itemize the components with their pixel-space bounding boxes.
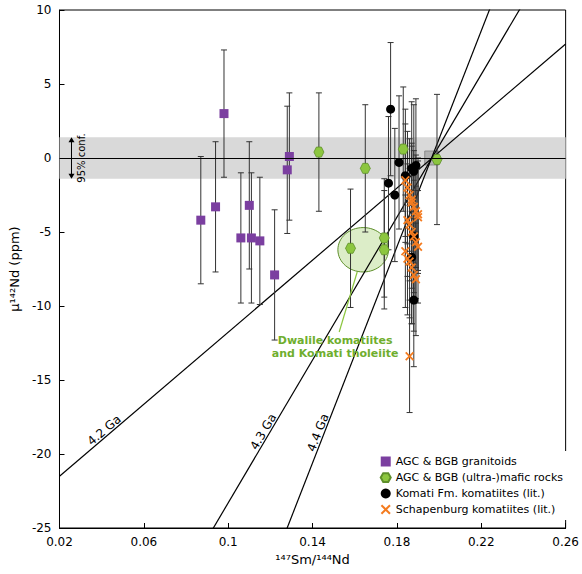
svg-text:0.26: 0.26 [552, 535, 579, 549]
svg-text:-15: -15 [32, 373, 52, 387]
svg-text:-5: -5 [40, 225, 52, 239]
svg-text:Schapenburg komatiites (lit.): Schapenburg komatiites (lit.) [396, 503, 556, 516]
svg-text:-25: -25 [32, 521, 52, 535]
svg-text:AGC & BGB (ultra-)mafic rocks: AGC & BGB (ultra-)mafic rocks [396, 471, 564, 484]
svg-text:0.1: 0.1 [219, 535, 238, 549]
svg-text:95% conf.: 95% conf. [76, 133, 87, 182]
svg-text:0.18: 0.18 [384, 535, 411, 549]
svg-text:0.06: 0.06 [130, 535, 157, 549]
svg-text:4.4 Ga: 4.4 Ga [304, 412, 331, 454]
svg-text:4.2 Ga: 4.2 Ga [85, 412, 124, 448]
svg-text:0.22: 0.22 [468, 535, 495, 549]
svg-text:0.02: 0.02 [46, 535, 73, 549]
svg-text:and Komati tholeiite: and Komati tholeiite [272, 347, 399, 360]
svg-text:AGC & BGB granitoids: AGC & BGB granitoids [396, 455, 517, 468]
svg-text:4.3 Ga: 4.3 Ga [247, 411, 279, 452]
svg-text:10: 10 [36, 3, 51, 17]
svg-text:5: 5 [44, 77, 52, 91]
svg-text:¹⁴⁷Sm/¹⁴⁴Nd: ¹⁴⁷Sm/¹⁴⁴Nd [275, 552, 350, 567]
svg-text:-10: -10 [32, 299, 52, 313]
svg-text:-20: -20 [32, 447, 52, 461]
svg-text:Komati Fm. komatiites (lit.): Komati Fm. komatiites (lit.) [396, 487, 545, 500]
svg-text:0.14: 0.14 [299, 535, 326, 549]
svg-text:μ¹⁴²Nd (ppm): μ¹⁴²Nd (ppm) [7, 226, 22, 311]
svg-text:0: 0 [44, 151, 52, 165]
svg-text:Dwalile komatiites: Dwalile komatiites [278, 334, 393, 347]
